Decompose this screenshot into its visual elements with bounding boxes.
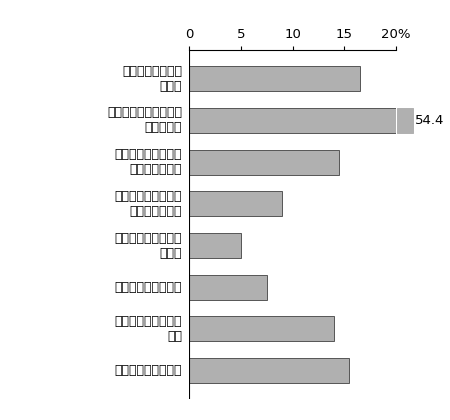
Bar <box>189 233 241 258</box>
Bar <box>189 275 266 300</box>
Bar <box>189 150 339 175</box>
Bar <box>189 192 282 216</box>
Bar <box>189 108 396 133</box>
Bar <box>397 108 413 133</box>
Text: 54.4: 54.4 <box>414 114 444 127</box>
Bar <box>189 66 360 91</box>
Bar <box>189 358 350 383</box>
Bar <box>189 316 334 341</box>
